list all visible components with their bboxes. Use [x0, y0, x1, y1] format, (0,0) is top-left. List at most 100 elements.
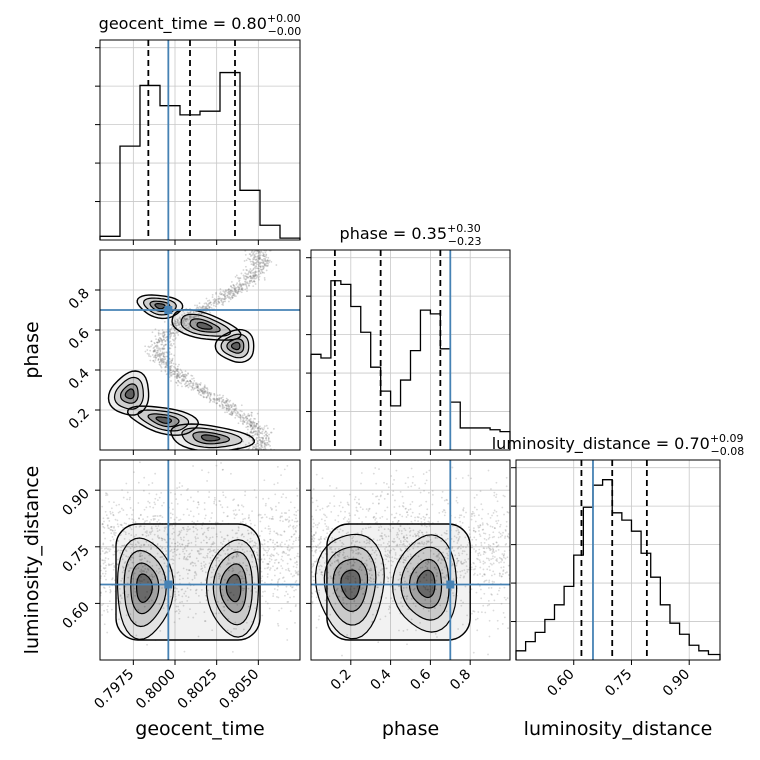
scatter-point [335, 487, 338, 489]
scatter-point [311, 602, 314, 605]
scatter-point [505, 476, 508, 479]
title-minus: −0.08 [711, 445, 745, 458]
scatter-point [226, 296, 229, 298]
scatter-point [177, 594, 180, 596]
scatter-point [260, 543, 263, 546]
contour-level [119, 383, 139, 404]
scatter-point [229, 293, 232, 296]
scatter-point [206, 554, 208, 557]
scatter-point [105, 564, 107, 567]
scatter-point [254, 274, 256, 277]
scatter-point [398, 529, 401, 532]
scatter-point [174, 542, 177, 545]
scatter-point [425, 479, 428, 482]
scatter-point [240, 272, 243, 275]
scatter-point [436, 636, 438, 638]
scatter-point [238, 280, 240, 283]
scatter-point [295, 530, 297, 533]
scatter-point [177, 379, 179, 382]
scatter-point [354, 580, 357, 583]
scatter-point [490, 574, 493, 577]
scatter-point [251, 428, 254, 431]
scatter-point [492, 549, 495, 551]
scatter-point [415, 534, 418, 537]
scatter-point [496, 514, 499, 517]
scatter-point [417, 516, 420, 519]
scatter-point [227, 409, 230, 411]
scatter-point [488, 587, 490, 589]
scatter-point [361, 521, 364, 523]
scatter-point [311, 565, 314, 568]
scatter-point [166, 362, 168, 365]
scatter-point [119, 552, 122, 554]
scatter-point [264, 443, 267, 446]
scatter-point [226, 534, 229, 537]
scatter-point [263, 443, 266, 446]
scatter-point [173, 319, 176, 322]
scatter-point [235, 290, 238, 293]
scatter-point [415, 571, 418, 574]
scatter-point [225, 409, 228, 412]
scatter-point [177, 372, 180, 375]
scatter-point [241, 416, 244, 418]
scatter-point [257, 429, 259, 432]
scatter-point [500, 557, 502, 560]
scatter-point [200, 390, 203, 392]
scatter-point [194, 304, 196, 307]
scatter-point [460, 544, 462, 547]
scatter-point [319, 546, 322, 549]
scatter-point [170, 373, 173, 376]
scatter-point [255, 424, 257, 427]
scatter-point [177, 322, 180, 325]
scatter-point [156, 341, 159, 344]
scatter-point [503, 556, 505, 559]
scatter-point [192, 616, 195, 619]
scatter-point [249, 420, 252, 423]
scatter-point [228, 290, 231, 293]
scatter-point [148, 501, 151, 504]
scatter-point [409, 562, 412, 565]
scatter-point [231, 529, 234, 532]
scatter-point [251, 260, 254, 263]
scatter-point [208, 491, 211, 493]
scatter-point [188, 311, 191, 314]
scatter-point [342, 602, 345, 604]
scatter-point [402, 587, 405, 589]
scatter-point [203, 392, 206, 395]
scatter-point [169, 332, 172, 335]
scatter-point [265, 436, 268, 439]
scatter-point [504, 543, 507, 546]
scatter-point [197, 306, 200, 309]
scatter-point [203, 564, 206, 567]
scatter-point [162, 361, 164, 364]
scatter-point [133, 535, 136, 538]
scatter-point [483, 580, 486, 583]
scatter-point [154, 359, 157, 361]
scatter-point [476, 508, 478, 511]
scatter-point [371, 549, 374, 552]
scatter-point [226, 515, 229, 518]
scatter-point [204, 390, 207, 393]
scatter-point [182, 526, 185, 529]
scatter-point [157, 339, 160, 342]
scatter-point [395, 544, 398, 547]
scatter-point [253, 253, 256, 256]
scatter-point [389, 551, 391, 554]
scatter-point [259, 266, 262, 269]
scatter-point [371, 493, 374, 495]
scatter-point [257, 426, 260, 429]
scatter-point [435, 555, 438, 558]
scatter-point [230, 591, 233, 594]
scatter-point [128, 532, 130, 535]
scatter-point [462, 546, 465, 548]
scatter-point [181, 380, 183, 383]
scatter-point [272, 518, 275, 520]
scatter-point [339, 539, 342, 542]
scatter-point [273, 588, 276, 590]
scatter-point [235, 289, 238, 292]
scatter-point [170, 323, 172, 326]
contour-level [189, 318, 221, 333]
scatter-point [259, 440, 262, 442]
scatter-point [131, 556, 133, 559]
scatter-point [452, 563, 455, 566]
